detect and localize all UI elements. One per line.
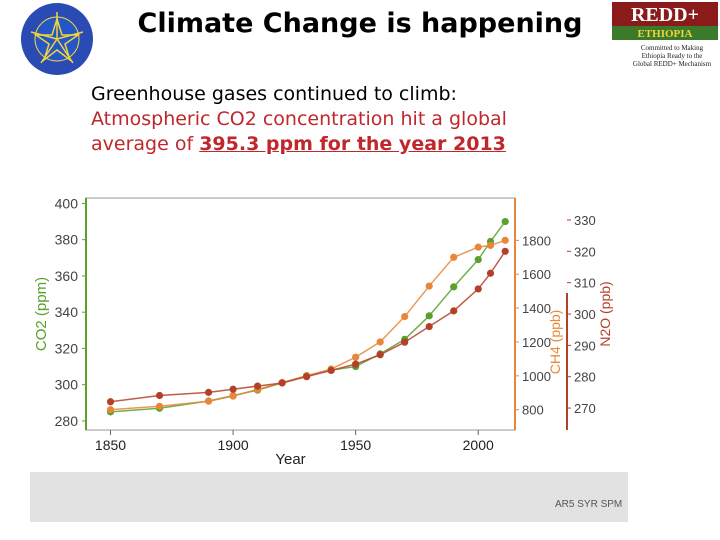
- ch4-tick-label: 800: [522, 403, 544, 418]
- n2o-data-point: [327, 366, 335, 375]
- co2-tick-label: 320: [55, 340, 79, 356]
- n2o-data-point: [204, 388, 213, 396]
- summary-text: Greenhouse gases continued to climb: Atm…: [91, 82, 551, 157]
- n2o-data-point: [501, 247, 509, 255]
- logo-tagline-1: Committed to Making: [641, 44, 704, 52]
- n2o-axis-label: N2O (ppb): [597, 281, 613, 346]
- co2-tick-label: 340: [55, 304, 79, 320]
- ch4-data-point: [204, 397, 213, 405]
- ch4-data-point: [425, 282, 433, 290]
- ch4-tick-label: 1600: [522, 267, 551, 282]
- ch4-series-line: [110, 239, 506, 411]
- ch4-data-point: [474, 243, 482, 251]
- n2o-data-point: [486, 269, 495, 277]
- x-tick-label: 1850: [95, 437, 126, 453]
- x-tick-label: 1950: [340, 437, 371, 453]
- ch4-data-point: [501, 236, 509, 244]
- n2o-data-point: [278, 379, 286, 387]
- n2o-tick-label: 280: [574, 370, 596, 385]
- n2o-tick-label: 330: [574, 213, 596, 228]
- ch4-tick-label: 1800: [522, 233, 551, 248]
- n2o-data-point: [376, 351, 384, 359]
- x-tick-label: 2000: [463, 437, 494, 453]
- ch4-tick-label: 1200: [522, 335, 551, 350]
- co2-tick-label: 300: [55, 377, 79, 393]
- co2-axis-label: CO2 (ppm): [33, 277, 50, 351]
- ch4-data-point: [155, 402, 164, 410]
- co2-data-point: [425, 312, 433, 320]
- co2-tick-label: 400: [55, 195, 79, 211]
- redd-ethiopia-logo: REDD+ ETHIOPIA Committed to Making Ethio…: [612, 2, 718, 68]
- n2o-data-point: [474, 285, 482, 293]
- co2-tick-label: 380: [55, 232, 79, 248]
- ghg-concentration-chart: 1850 1900 1950 2000 Year 280 300 320 340 360 380 40…: [33, 195, 613, 468]
- ch4-data-point: [229, 392, 237, 400]
- n2o-data-point: [450, 307, 458, 315]
- page-title: Climate Change is happening: [137, 8, 583, 39]
- x-axis-label: Year: [275, 451, 305, 468]
- n2o-data-point: [425, 322, 433, 331]
- summary-line-3-prefix: average of: [91, 133, 200, 155]
- ch4-data-point: [450, 253, 458, 261]
- summary-highlight-value: 395.3 ppm for the year 2013: [199, 133, 506, 155]
- n2o-data-point: [352, 360, 360, 368]
- co2-tick-label: 280: [55, 413, 79, 429]
- co2-data-point: [450, 283, 458, 291]
- n2o-data-point: [254, 382, 262, 390]
- summary-line-1: Greenhouse gases continued to climb:: [91, 83, 457, 105]
- ch4-data-point: [401, 312, 409, 321]
- plot-frame: [85, 197, 516, 431]
- n2o-tick-label: 310: [574, 276, 596, 291]
- logo-tagline-3: Global REDD+ Mechanism: [633, 60, 712, 68]
- chart-footer-band: [30, 472, 628, 522]
- ch4-data-point: [352, 353, 360, 361]
- n2o-data-point: [106, 398, 115, 406]
- n2o-data-point: [229, 385, 237, 393]
- co2-data-point: [474, 256, 482, 264]
- n2o-tick-label: 290: [574, 338, 596, 353]
- logo-brand-text: REDD+: [631, 4, 699, 26]
- source-label: AR5 SYR SPM: [555, 499, 623, 510]
- n2o-tick-label: 320: [574, 244, 596, 259]
- n2o-data-point: [155, 391, 164, 400]
- co2-series-line: [110, 221, 506, 413]
- logo-country-text: ETHIOPIA: [637, 28, 692, 40]
- n2o-data-point: [303, 373, 311, 381]
- ethiopia-emblem-logo: [21, 3, 93, 75]
- ch4-axis-label: CH4 (ppb): [547, 310, 563, 375]
- logo-tagline-2: Ethiopia Ready to the: [642, 52, 703, 60]
- ch4-tick-label: 1400: [522, 301, 551, 316]
- co2-data-point: [501, 217, 509, 226]
- n2o-tick-label: 300: [574, 307, 596, 322]
- co2-tick-label: 360: [55, 268, 79, 284]
- ch4-data-point: [486, 241, 495, 250]
- n2o-series-line: [110, 250, 506, 403]
- ch4-tick-label: 1000: [522, 369, 551, 384]
- summary-line-2: Atmospheric CO2 concentration hit a glob…: [91, 108, 507, 130]
- ch4-data-point: [106, 406, 115, 414]
- x-tick-label: 1900: [218, 437, 249, 453]
- ch4-data-point: [376, 338, 384, 346]
- n2o-tick-label: 270: [574, 401, 596, 416]
- n2o-data-point: [401, 338, 409, 346]
